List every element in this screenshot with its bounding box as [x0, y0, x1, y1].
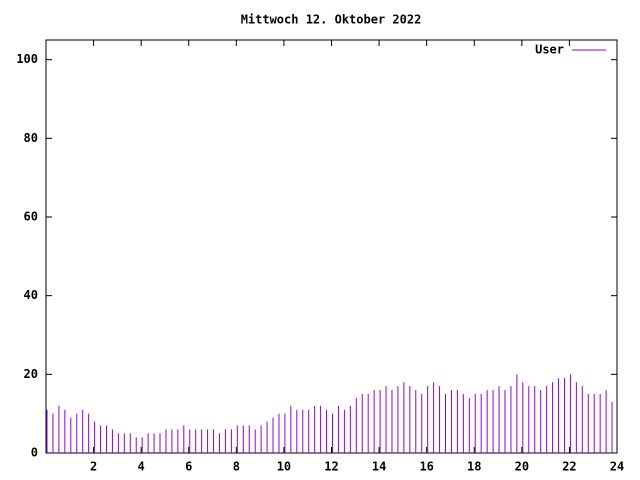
y-tick-label: 80	[24, 131, 38, 145]
x-tick-label: 2	[90, 460, 97, 474]
y-tick-label: 40	[24, 288, 38, 302]
x-tick-label: 4	[138, 460, 145, 474]
y-tick-label: 0	[31, 446, 38, 460]
y-tick-label: 100	[16, 52, 38, 66]
x-tick-label: 20	[515, 460, 529, 474]
x-tick-label: 24	[610, 460, 624, 474]
plot-frame	[45, 39, 618, 454]
x-tick-label: 16	[419, 460, 433, 474]
y-tick-label: 60	[24, 210, 38, 224]
y-tick-label: 20	[24, 367, 38, 381]
x-tick-label: 12	[324, 460, 338, 474]
x-tick-label: 8	[233, 460, 240, 474]
x-tick-label: 6	[185, 460, 192, 474]
legend-label: User	[535, 43, 564, 57]
x-tick-label: 22	[562, 460, 576, 474]
x-tick-label: 18	[467, 460, 481, 474]
x-tick-label: 14	[372, 460, 386, 474]
x-tick-label: 10	[277, 460, 291, 474]
chart-title: Mittwoch 12. Oktober 2022	[241, 13, 422, 27]
